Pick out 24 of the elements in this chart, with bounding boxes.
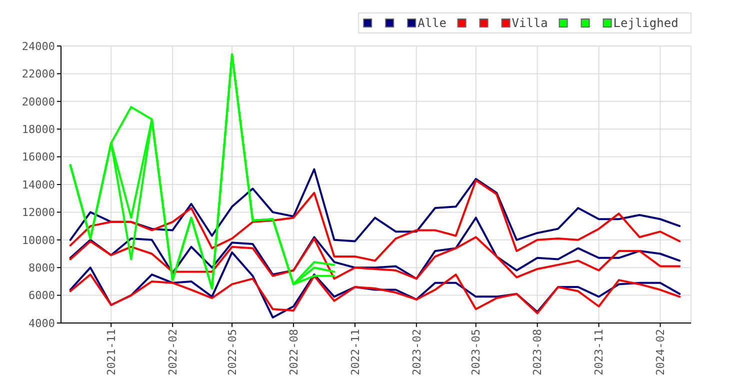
x-tick-label: 2024-02 <box>654 329 668 376</box>
y-tick-label: 12000 <box>22 206 55 220</box>
x-tick-label: 2023-02 <box>410 329 424 376</box>
y-tick-label: 16000 <box>22 150 55 164</box>
legend-label: Lejlighed <box>613 16 678 30</box>
y-tick-label: 10000 <box>22 234 55 247</box>
x-tick-label: 2023-11 <box>592 329 606 376</box>
x-tick-label: 2022-08 <box>287 329 300 376</box>
legend-label: Alle <box>418 16 447 30</box>
x-tick-label: 2021-11 <box>104 329 118 376</box>
y-tick-label: 18000 <box>22 122 55 136</box>
x-tick-label: 2023-08 <box>531 329 544 376</box>
x-tick-label: 2023-05 <box>470 329 483 376</box>
y-tick-label: 20000 <box>22 95 55 108</box>
y-tick-label: 4000 <box>28 316 55 330</box>
y-tick-label: 22000 <box>22 68 55 81</box>
x-tick-label: 2022-05 <box>226 329 239 376</box>
legend-label: Villa <box>512 16 548 30</box>
x-tick-label: 2022-02 <box>166 329 180 376</box>
y-tick-label: 24000 <box>22 40 55 53</box>
y-tick-label: 8000 <box>28 261 55 274</box>
y-tick-label: 6000 <box>28 289 55 302</box>
x-tick-label: 2022-11 <box>348 329 362 376</box>
y-tick-label: 14000 <box>22 178 55 192</box>
